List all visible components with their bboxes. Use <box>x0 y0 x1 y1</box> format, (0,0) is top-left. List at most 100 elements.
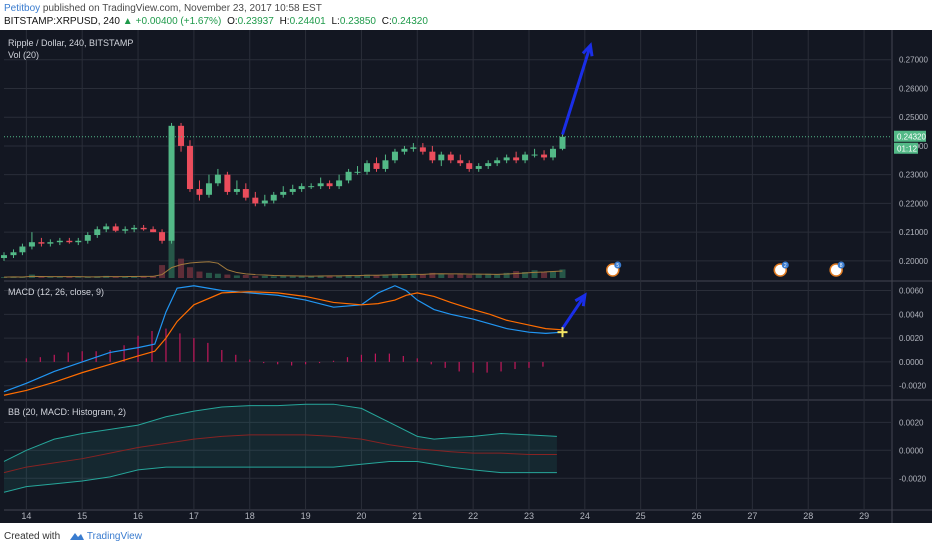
volume-bar <box>401 274 408 278</box>
price-pane-title: Ripple / Dollar, 240, BITSTAMP <box>8 38 133 48</box>
volume-bar <box>122 276 129 278</box>
macd-line <box>3 285 563 393</box>
volume-bar <box>280 275 287 278</box>
volume-bar <box>373 275 380 278</box>
countdown-label: 01:12 <box>897 145 918 154</box>
event-count: 2 <box>784 263 787 269</box>
volume-bar <box>242 274 249 278</box>
volume-bar <box>522 271 529 278</box>
candle-body <box>447 154 454 161</box>
candle-body <box>150 229 157 233</box>
volume-bar <box>317 275 324 278</box>
price-forecast-arrow <box>561 44 592 135</box>
candle-body <box>214 174 221 184</box>
volume-bar <box>196 271 203 278</box>
volume-bar <box>475 274 482 278</box>
volume-bar <box>513 271 520 278</box>
candle-body <box>178 125 185 146</box>
candle-body <box>438 154 445 161</box>
last-price-tag <box>894 130 926 142</box>
candle-body <box>47 242 54 244</box>
volume-bar <box>364 274 371 278</box>
macd-forecast-arrow <box>561 294 587 330</box>
macd-tick-label: 0.0000 <box>899 358 924 367</box>
volume-bar <box>345 274 352 278</box>
candle-body <box>382 160 389 169</box>
volume-bar <box>270 276 277 278</box>
event-badge <box>781 261 789 269</box>
bb-tick-label: 0.0000 <box>899 446 924 455</box>
candle-body <box>354 171 361 173</box>
event-badge <box>614 261 622 269</box>
candle-body <box>559 136 566 149</box>
candle-body <box>326 183 333 187</box>
volume-ma-line <box>3 261 563 278</box>
volume-bar <box>429 272 436 278</box>
bb-band-fill <box>4 404 557 493</box>
close-value: 0.24320 <box>391 16 428 27</box>
candle-body <box>168 125 175 241</box>
x-tick-label: 18 <box>245 511 255 521</box>
candle-body <box>252 197 259 204</box>
candle-body <box>103 226 110 230</box>
author-link[interactable]: Petitboy <box>4 3 41 14</box>
high-label: H: <box>279 16 290 27</box>
countdown-tag <box>894 142 918 154</box>
candle-body <box>317 183 324 187</box>
volume-bar <box>457 274 464 278</box>
macd-tick-label: -0.0020 <box>899 382 927 391</box>
event-badge <box>837 261 845 269</box>
x-tick-label: 20 <box>356 511 366 521</box>
x-tick-label: 21 <box>412 511 422 521</box>
event-count: 5 <box>616 263 619 269</box>
candle-body <box>75 240 82 243</box>
candle-body <box>84 235 91 241</box>
candle-body <box>270 194 277 201</box>
volume-bar <box>252 275 259 278</box>
open-label: O: <box>227 16 238 27</box>
candle-body <box>391 151 398 161</box>
candle-body <box>94 229 101 236</box>
macd-tick-label: 0.0020 <box>899 334 924 343</box>
volume-bar <box>112 276 119 278</box>
candle-body <box>373 163 380 169</box>
candle-body <box>131 227 138 230</box>
volume-bar <box>19 277 26 278</box>
candle-body <box>298 186 305 190</box>
x-tick-label: 29 <box>859 511 869 521</box>
volume-bar <box>410 273 417 278</box>
x-tick-label: 28 <box>803 511 813 521</box>
bb-pane-title: BB (20, MACD: Histogram, 2) <box>8 407 126 417</box>
price-tick-label: 0.25000 <box>899 113 928 122</box>
volume-bar <box>382 274 389 278</box>
volume-bar <box>56 277 63 278</box>
candle-body <box>531 154 538 156</box>
macd-tick-label: 0.0040 <box>899 310 924 319</box>
bb-lower-line <box>3 460 557 493</box>
volume-bar <box>485 273 492 278</box>
ohlc-bar: BITSTAMP:XRPUSD, 240 ▲ +0.00400 (+1.67%) … <box>4 16 428 27</box>
candle-body <box>494 160 501 164</box>
tradingview-brand-link[interactable]: TradingView <box>86 531 142 543</box>
candle-body <box>205 183 212 195</box>
volume-bar <box>159 265 166 278</box>
x-tick-label: 26 <box>692 511 702 521</box>
candle-body <box>401 148 408 152</box>
volume-bar <box>214 273 221 278</box>
volume-bar <box>559 269 566 278</box>
volume-bar <box>131 276 138 278</box>
volume-bar <box>168 235 175 278</box>
candle-body <box>122 229 129 231</box>
price-tick-label: 0.22000 <box>899 199 928 208</box>
candle-body <box>280 191 287 195</box>
footer: Created with TradingView <box>4 531 142 542</box>
volume-bar <box>494 274 501 278</box>
volume-pane-title: Vol (20) <box>8 50 39 60</box>
candle-body <box>1 255 7 259</box>
volume-bar <box>336 275 343 278</box>
open-value: 0.23937 <box>237 16 274 27</box>
candle-body <box>513 157 520 161</box>
volume-bar <box>289 276 296 278</box>
price-tick-label: 0.23000 <box>899 171 928 180</box>
